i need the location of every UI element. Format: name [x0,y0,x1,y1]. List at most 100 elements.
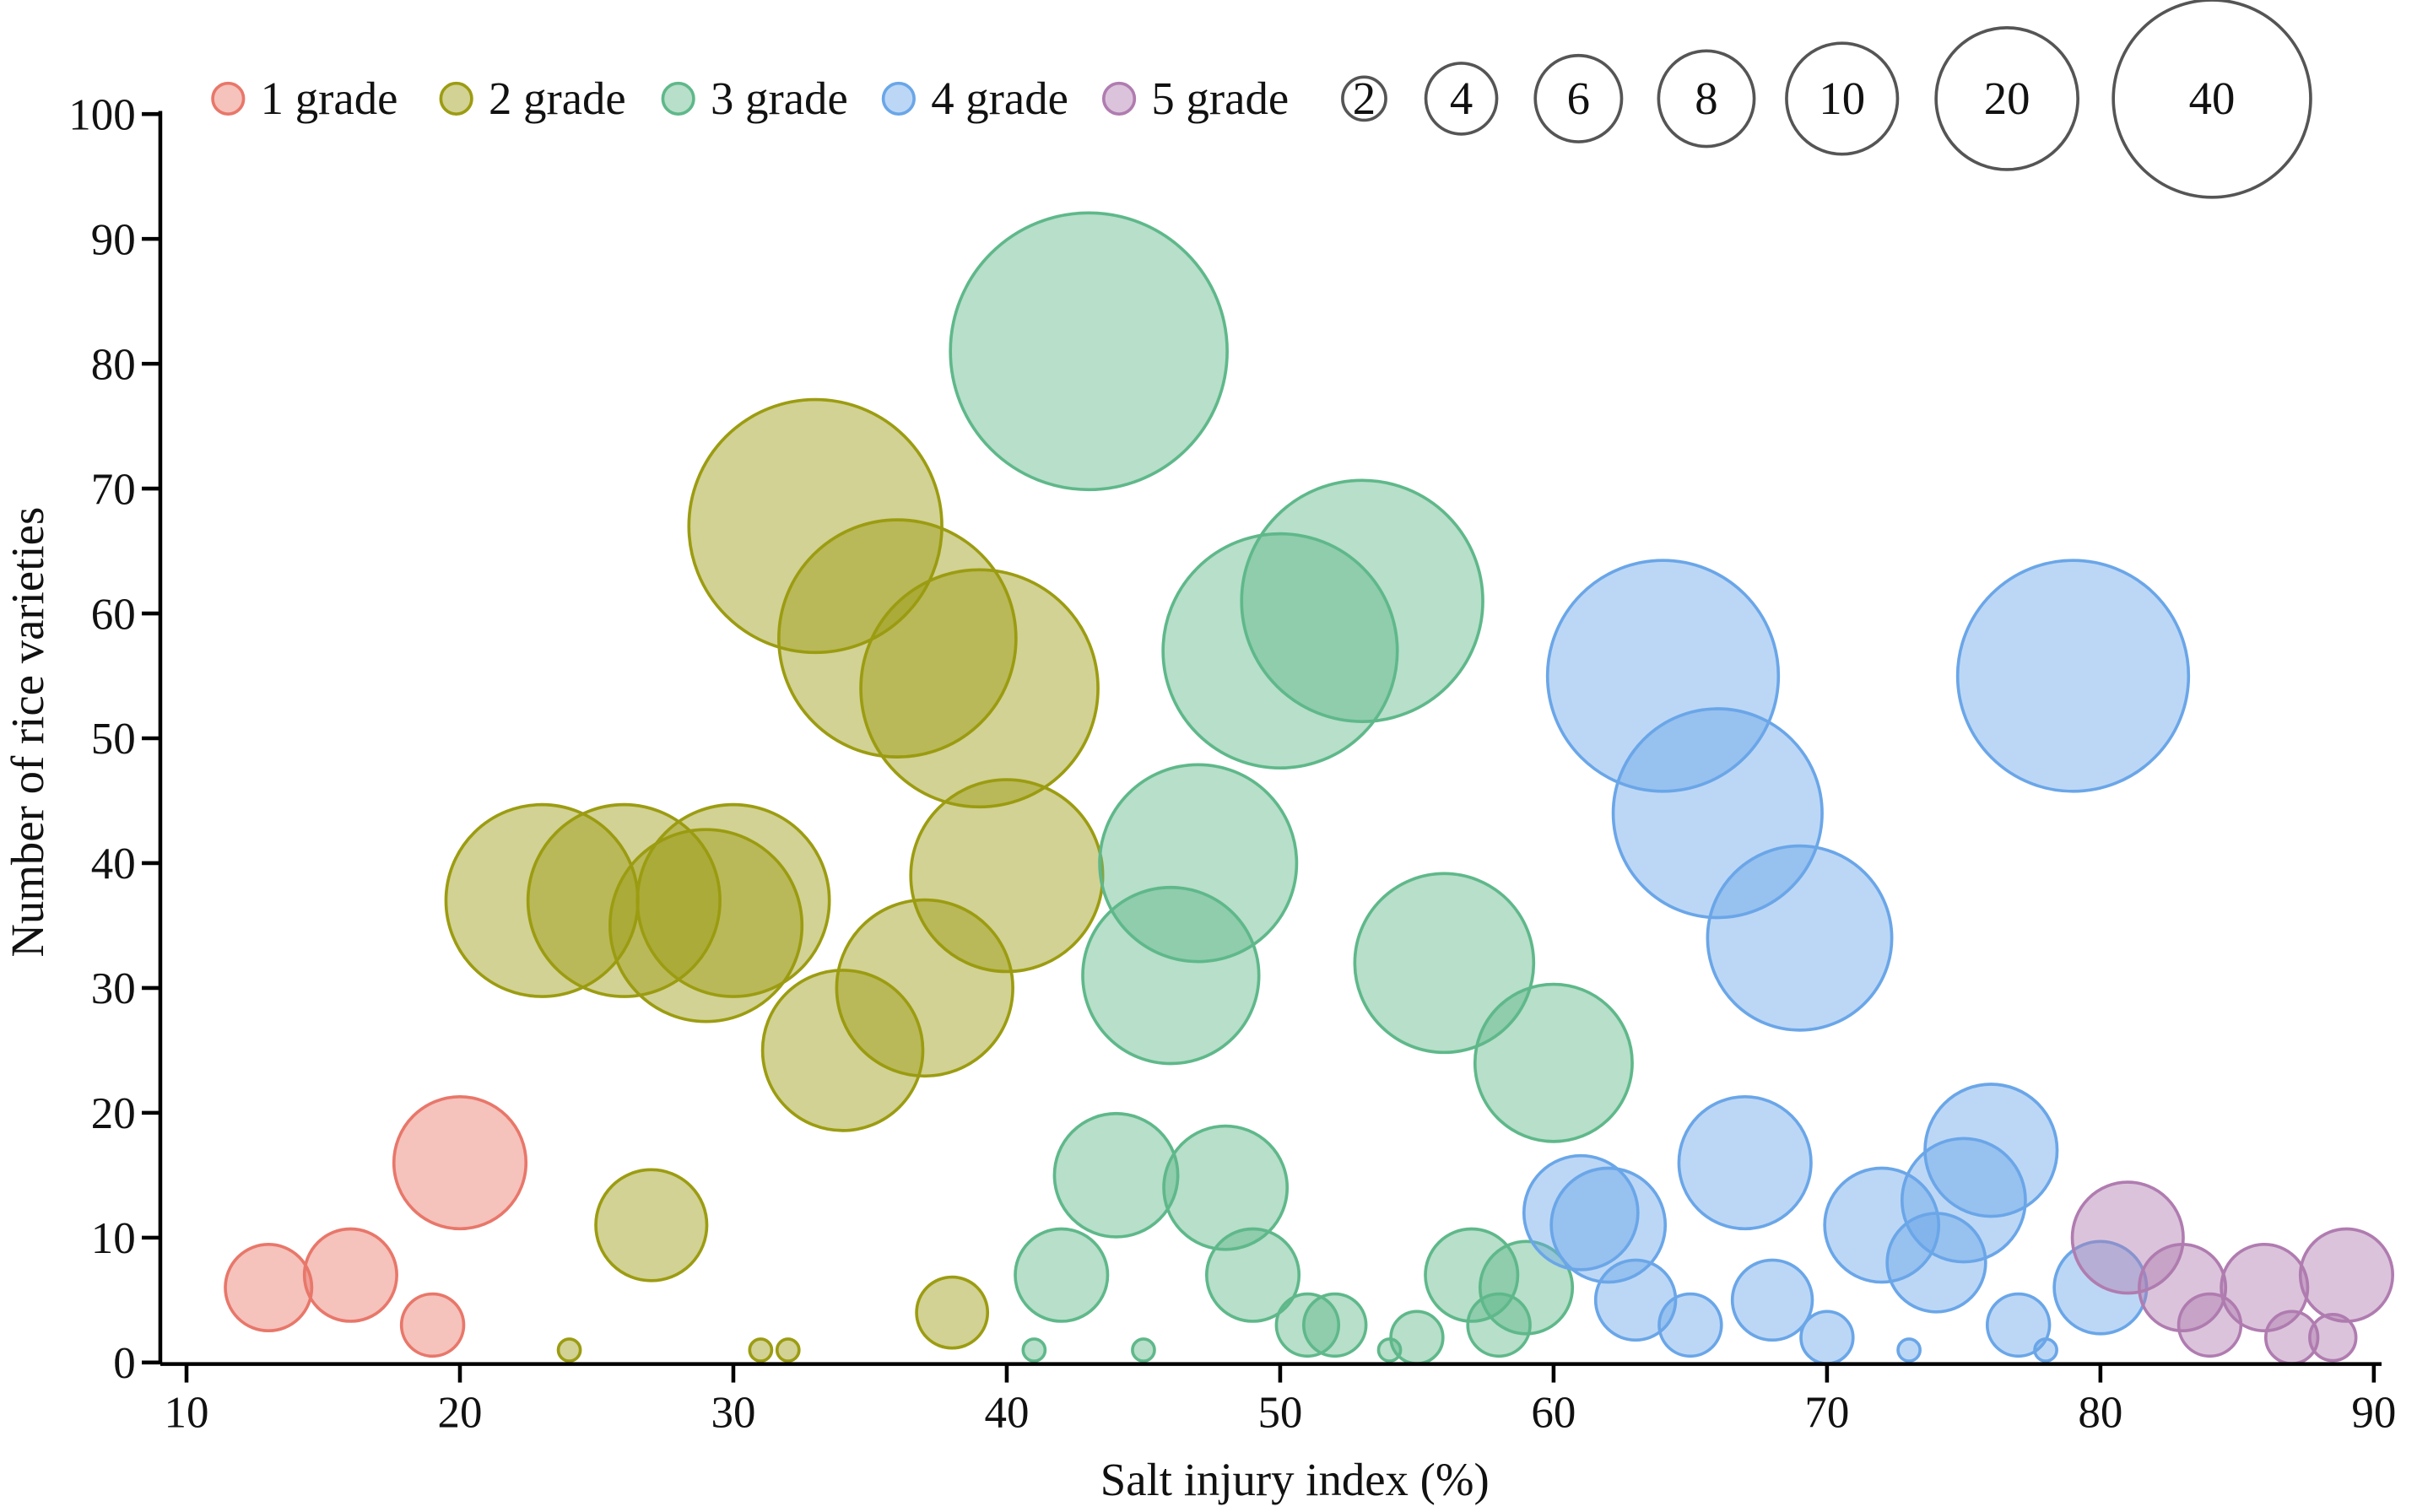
bubble-point [1478,1239,1575,1336]
x-tick-label: 80 [2078,1389,2122,1438]
x-tick-label: 70 [1804,1389,1849,1438]
size-legend-circle [1341,75,1387,122]
bubble-point [2138,1243,2228,1333]
bubble-point [1204,1227,1301,1323]
bubble-point [608,828,804,1023]
x-tick-label: 50 [1257,1389,1302,1438]
bubble-point [1823,1166,1941,1284]
legend: 1 grade 2 grade 3 grade 4 grade 5 grade 2 4 6 8 1… [211,0,2312,199]
y-tick-label: 40 [91,840,136,888]
y-tick-label: 20 [91,1089,136,1138]
bubble-point [302,1227,398,1323]
bubble-point [224,1243,314,1333]
bubble-point [1985,1292,2052,1358]
bubble-point [1240,478,1484,723]
bubble-point [1885,1212,1987,1314]
bubble-point [760,969,925,1132]
series-1-grade [224,1094,528,1358]
bubble-point [1593,1258,1678,1342]
bubble-point [1302,1292,1368,1358]
series-5-grade [2070,1180,2395,1365]
legend-marker-icon [211,81,246,116]
y-tick-label: 10 [91,1214,136,1263]
bubbles-layer [224,211,2395,1365]
size-legend-label: 10 [1819,73,1865,124]
bubble-point [1473,982,1634,1143]
bubble-point [1799,1310,1855,1365]
y-tick-label: 80 [91,340,136,389]
bubble-point [526,802,722,998]
bubble-point [1098,763,1299,964]
bubble-point [2176,1292,2243,1358]
size-legend-circle [2111,0,2312,199]
bubble-point [1549,1166,1668,1284]
bubble-point [1955,559,2191,793]
bubble-point [748,1337,774,1363]
size-legend-circle [1785,41,1900,156]
size-legend-circle [1934,26,2079,171]
bubble-point [777,518,1018,759]
series-3-grade [949,211,1634,1365]
y-tick-label: 60 [91,590,136,639]
bubble-point [1274,1292,1341,1358]
bubble-point [594,1168,709,1282]
bubble-point [2308,1313,2358,1363]
bubble-point [635,802,831,998]
bubble-point [2033,1337,2058,1363]
bubble-point [556,1337,582,1363]
bubble-point [2298,1227,2395,1323]
y-tick-label: 50 [91,715,136,764]
bubble-point [399,1292,466,1358]
bubble-point [949,211,1229,492]
size-legend-circle [1533,53,1624,143]
y-tick-label: 100 [68,90,135,139]
x-tick-label: 60 [1531,1389,1576,1438]
x-tick-label: 30 [711,1389,755,1438]
y-tick-label: 70 [91,465,136,514]
bubble-point [1545,559,1781,793]
legend-marker-icon [881,81,916,116]
y-tick-label: 30 [91,964,136,1013]
size-legend-label: 8 [1695,73,1717,124]
bubble-point [1052,1111,1180,1239]
bubble-point [1896,1337,1922,1363]
legend-label: 3 grade [711,73,848,124]
bubble-point [392,1094,528,1231]
y-axis-label: Number of rice varieties [2,507,53,958]
bubble-point [687,397,944,655]
size-legend-label: 6 [1567,73,1590,124]
bubble-point [1162,1124,1290,1251]
bubble-point [2070,1180,2185,1295]
x-tick-label: 90 [2351,1389,2396,1438]
bubble-point [1657,1292,1723,1358]
bubble-point [1706,844,1894,1032]
size-legend-circle [1657,49,1756,148]
legend-label: 4 grade [931,73,1068,124]
bubble-point [1900,1137,2027,1264]
bubble-point [775,1337,801,1363]
legend-label: 5 grade [1151,73,1289,124]
size-legend-label: 40 [2189,73,2236,124]
bubble-point [1611,707,1824,920]
axes: 10 20 30 40 50 60 70 80 90 0 10 20 30 40 50 60 70 80 90 10… [2,90,2396,1504]
legend-marker-icon [439,81,473,116]
x-tick-label: 40 [984,1389,1029,1438]
legend-marker-icon [661,81,695,116]
bubble-point [1353,872,1536,1055]
bubble-point [1466,1292,1532,1358]
legend-marker-icon [1101,81,1137,116]
bubble-point [1376,1337,1403,1363]
bubble-point [835,898,1014,1078]
bubble-point [1677,1094,1813,1231]
bubble-point [1131,1337,1156,1363]
legend-label: 1 grade [261,73,398,124]
x-tick-label: 20 [438,1389,483,1438]
legend-label: 2 grade [489,73,626,124]
bubble-point [859,568,1100,809]
bubble-point [1730,1258,1814,1342]
size-legend-label: 2 [1353,73,1376,124]
bubble-point [1161,532,1399,770]
size-legend-label: 20 [1984,73,2030,124]
bubble-point [1021,1337,1047,1363]
